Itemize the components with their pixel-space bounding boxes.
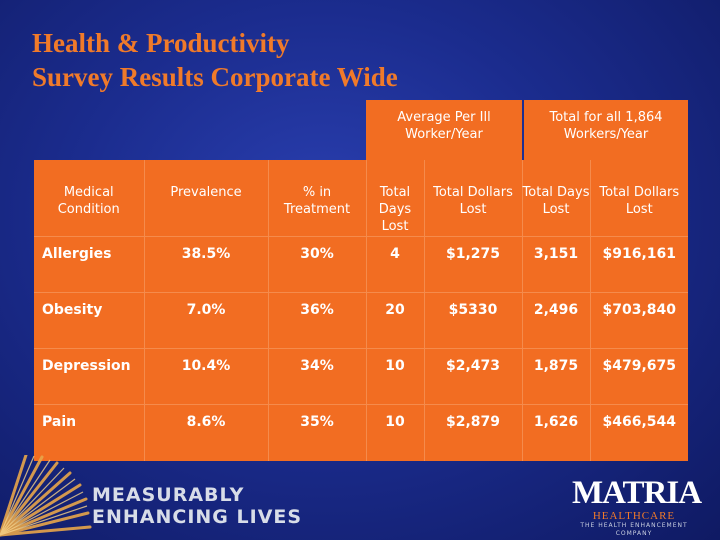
cell-avg-dollars-lost: $2,879 (423, 404, 522, 461)
tagline-line-1: MEASURABLY (92, 484, 245, 506)
cell-avg-days-lost: 20 (365, 291, 424, 349)
cell-total-dollars-lost: $703,840 (589, 291, 688, 349)
table-row: Pain 8.6% 35% 10 $2,879 1,626 $466,544 (34, 404, 688, 461)
cell-avg-dollars-lost: $1,275 (423, 235, 522, 293)
column-header-total-dollars-lost: Total Dollars Lost (589, 160, 688, 237)
cell-total-dollars-lost: $466,544 (589, 404, 688, 461)
table-row: Allergies 38.5% 30% 4 $1,275 3,151 $916,… (34, 235, 688, 293)
logo-subtitle: HEALTHCARE (592, 510, 676, 522)
cell-avg-days-lost: 10 (365, 348, 424, 405)
column-header-avg-dollars-lost: Total Dollars Lost (423, 160, 522, 237)
cell-avg-days-lost: 4 (365, 235, 424, 293)
cell-total-dollars-lost: $916,161 (589, 235, 688, 293)
cell-total-dollars-lost: $479,675 (589, 348, 688, 405)
group-header-total: Total for all 1,864 Workers/Year (524, 100, 688, 160)
logo-wordmark: MATRIA (572, 475, 702, 511)
survey-results-table: Medical Condition Prevalence % in Treatm… (34, 160, 688, 461)
cell-condition: Depression (34, 348, 144, 405)
title-line-1: Health & Productivity (32, 28, 290, 58)
matria-logo: MATRIA HEALTHCARE THE HEALTH ENHANCEMENT… (572, 475, 702, 538)
table-row: Depression 10.4% 34% 10 $2,473 1,875 $47… (34, 348, 688, 405)
cell-total-days-lost: 1,626 (521, 404, 590, 461)
column-header-prevalence: Prevalence (143, 160, 268, 237)
cell-condition: Allergies (34, 235, 144, 293)
title-line-2: Survey Results Corporate Wide (32, 62, 398, 92)
column-header-avg-days-lost: Total Days Lost (365, 160, 424, 237)
tagline: MEASURABLY ENHANCING LIVES (92, 484, 302, 528)
cell-total-days-lost: 3,151 (521, 235, 590, 293)
cell-treatment: 36% (267, 291, 366, 349)
cell-total-days-lost: 2,496 (521, 291, 590, 349)
logo-tagline: THE HEALTH ENHANCEMENT COMPANY (580, 522, 688, 537)
cell-avg-days-lost: 10 (365, 404, 424, 461)
cell-prevalence: 10.4% (143, 348, 268, 405)
cell-condition: Pain (34, 404, 144, 461)
column-header-treatment: % in Treatment (267, 160, 366, 237)
cell-treatment: 35% (267, 404, 366, 461)
cell-total-days-lost: 1,875 (521, 348, 590, 405)
cell-condition: Obesity (34, 291, 144, 349)
cell-prevalence: 7.0% (143, 291, 268, 349)
sunburst-rays-icon (0, 455, 92, 537)
column-header-medical-condition: Medical Condition (34, 160, 144, 237)
cell-prevalence: 8.6% (143, 404, 268, 461)
table-header-row: Medical Condition Prevalence % in Treatm… (34, 160, 688, 237)
column-header-total-days-lost: Total Days Lost (521, 160, 590, 237)
cell-avg-dollars-lost: $2,473 (423, 348, 522, 405)
cell-prevalence: 38.5% (143, 235, 268, 293)
cell-treatment: 30% (267, 235, 366, 293)
cell-treatment: 34% (267, 348, 366, 405)
group-header-average: Average Per Ill Worker/Year (366, 100, 522, 160)
slide-title: Health & Productivity Survey Results Cor… (32, 26, 398, 94)
table-row: Obesity 7.0% 36% 20 $5330 2,496 $703,840 (34, 291, 688, 349)
tagline-line-2: ENHANCING LIVES (92, 506, 303, 528)
cell-avg-dollars-lost: $5330 (423, 291, 522, 349)
